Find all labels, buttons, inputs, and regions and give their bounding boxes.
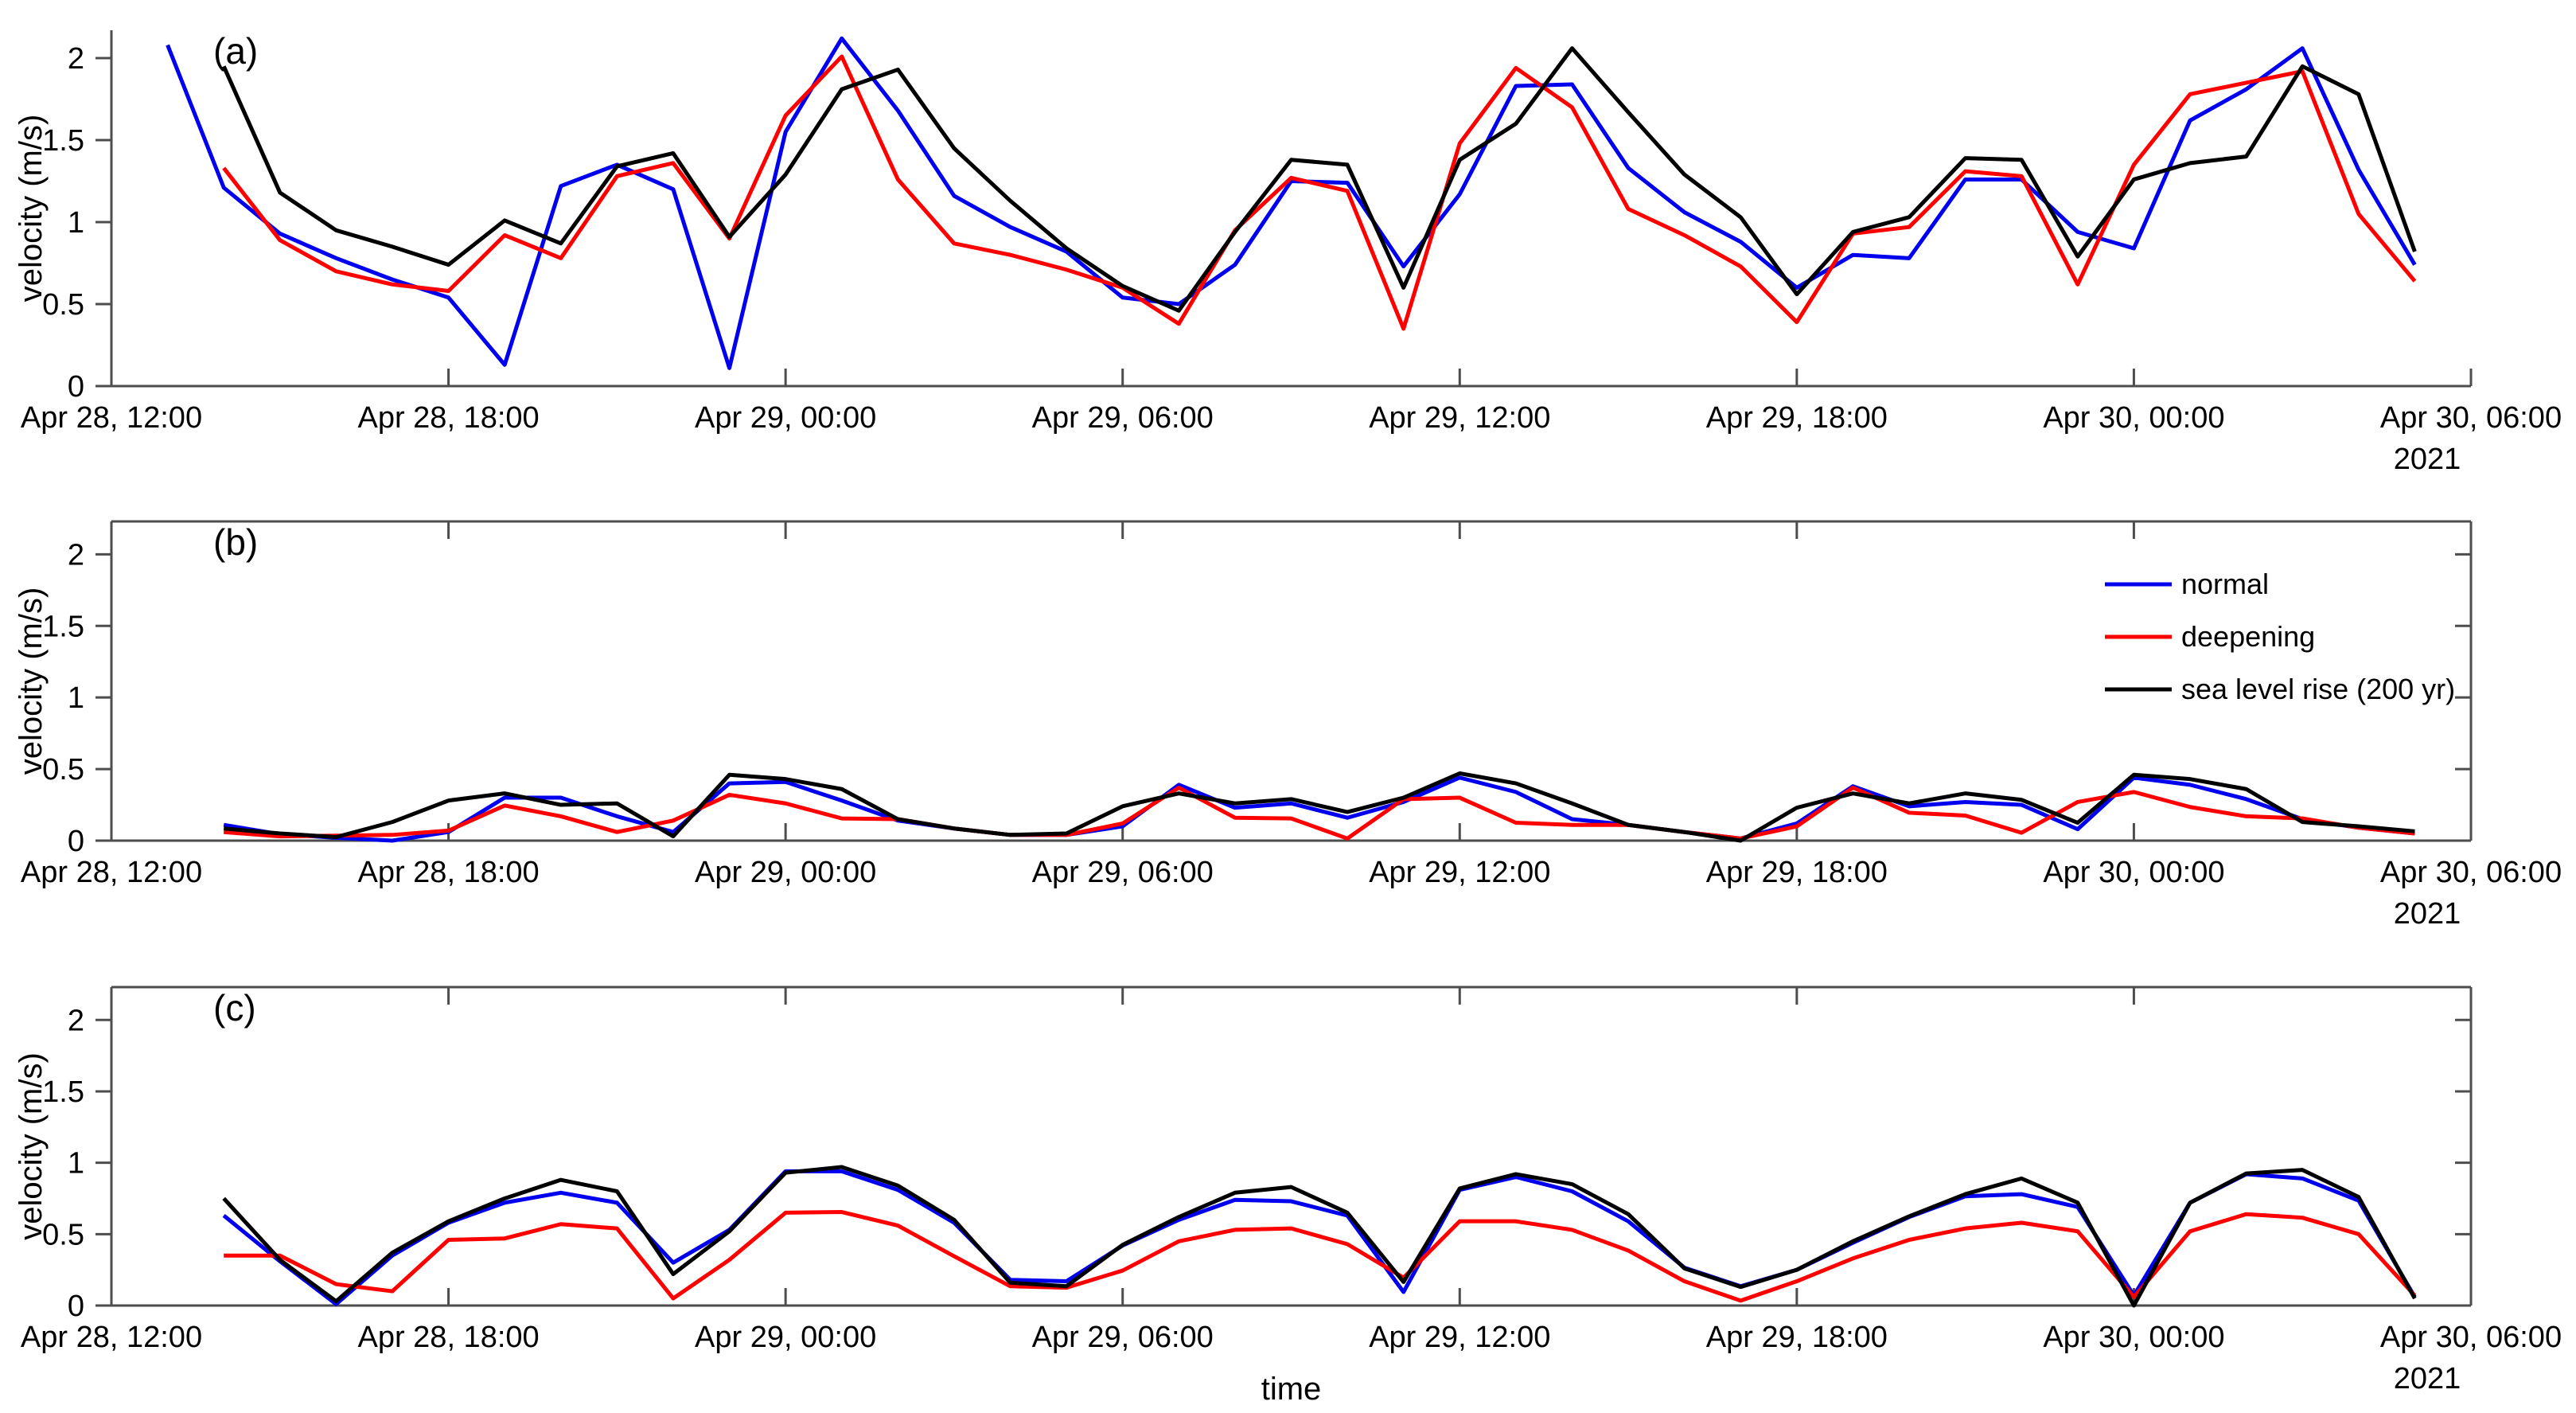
x-tick-label-c: Apr 28, 12:00 [21,1321,202,1354]
x-tick-label-b: Apr 28, 12:00 [21,856,202,889]
x-axis-title: time [1261,1372,1322,1407]
x-tick-label-c: Apr 29, 06:00 [1032,1321,1214,1354]
y-tick-label-a: 0 [68,370,84,404]
series-line-deepening-a [222,54,2417,331]
y-tick-label-a: 2 [68,42,84,76]
y-axis-title-c: velocity (m/s) [14,1052,49,1240]
series-line-normal-a [166,36,2417,370]
y-tick-label-b: 2 [68,538,84,572]
x-tick-label-c: Apr 29, 00:00 [695,1321,876,1354]
x-tick-label-a: Apr 28, 18:00 [357,401,539,435]
year-label-a: 2021 [2394,443,2461,476]
x-tick-label-b: Apr 29, 12:00 [1369,856,1550,889]
year-label-c: 2021 [2394,1362,2461,1395]
x-tick-label-a: Apr 29, 00:00 [695,401,876,435]
y-tick-label-a: 1 [68,206,84,240]
x-tick-label-a: Apr 30, 06:00 [2380,401,2562,435]
panel-letter-c: (c) [213,987,256,1029]
series-line-normal-c [222,1169,2417,1306]
x-tick-label-c: Apr 29, 18:00 [1706,1321,1888,1354]
series-line-deepening-c [224,1210,2417,1303]
y-tick-label-c: 1.5 [42,1075,84,1109]
y-tick-label-b: 1.5 [42,610,84,643]
x-tick-label-c: Apr 30, 00:00 [2043,1321,2224,1354]
x-tick-label-b: Apr 28, 18:00 [357,856,539,889]
legend-label-sea-level-rise-200-yr-: sea level rise (200 yr) [2181,673,2455,705]
x-tick-label-a: Apr 29, 06:00 [1032,401,1214,435]
x-tick-label-b: Apr 29, 18:00 [1706,856,1888,889]
panel-letter-b: (b) [213,521,258,563]
x-tick-label-c: Apr 29, 12:00 [1369,1321,1550,1354]
x-tick-label-b: Apr 30, 00:00 [2043,856,2224,889]
x-tick-label-b: Apr 30, 06:00 [2380,856,2562,889]
x-tick-label-a: Apr 28, 12:00 [21,401,202,435]
series-line-deepening-b [224,785,2415,841]
y-tick-label-b: 0.5 [42,753,84,787]
x-tick-label-b: Apr 29, 00:00 [695,856,876,889]
y-tick-label-c: 2 [68,1004,84,1037]
series-line-sea-level-rise-200-yr--a [221,46,2417,313]
x-tick-label-c: Apr 30, 06:00 [2380,1321,2562,1354]
x-tick-label-a: Apr 30, 00:00 [2043,401,2224,435]
year-label-b: 2021 [2394,897,2461,931]
y-tick-label-b: 0 [68,825,84,858]
series-line-sea-level-rise-200-yr--b [223,771,2415,843]
series-line-sea-level-rise-200-yr--c [222,1165,2417,1308]
panel-letter-a: (a) [213,30,258,72]
legend-label-normal: normal [2181,568,2269,600]
y-tick-label-c: 1 [68,1147,84,1181]
y-axis-title-b: velocity (m/s) [14,587,49,775]
y-tick-label-b: 1 [68,681,84,715]
y-tick-label-c: 0.5 [42,1218,84,1251]
series-line-normal-b [223,775,2415,843]
y-tick-label-c: 0 [68,1290,84,1323]
x-tick-label-b: Apr 29, 06:00 [1032,856,1214,889]
x-tick-label-a: Apr 29, 18:00 [1706,401,1888,435]
y-axis-title-a: velocity (m/s) [14,115,49,303]
y-tick-label-a: 0.5 [42,288,84,322]
y-tick-label-a: 1.5 [42,124,84,158]
legend-label-deepening: deepening [2181,620,2315,653]
x-tick-label-a: Apr 29, 12:00 [1369,401,1550,435]
x-tick-label-c: Apr 28, 18:00 [357,1321,539,1354]
